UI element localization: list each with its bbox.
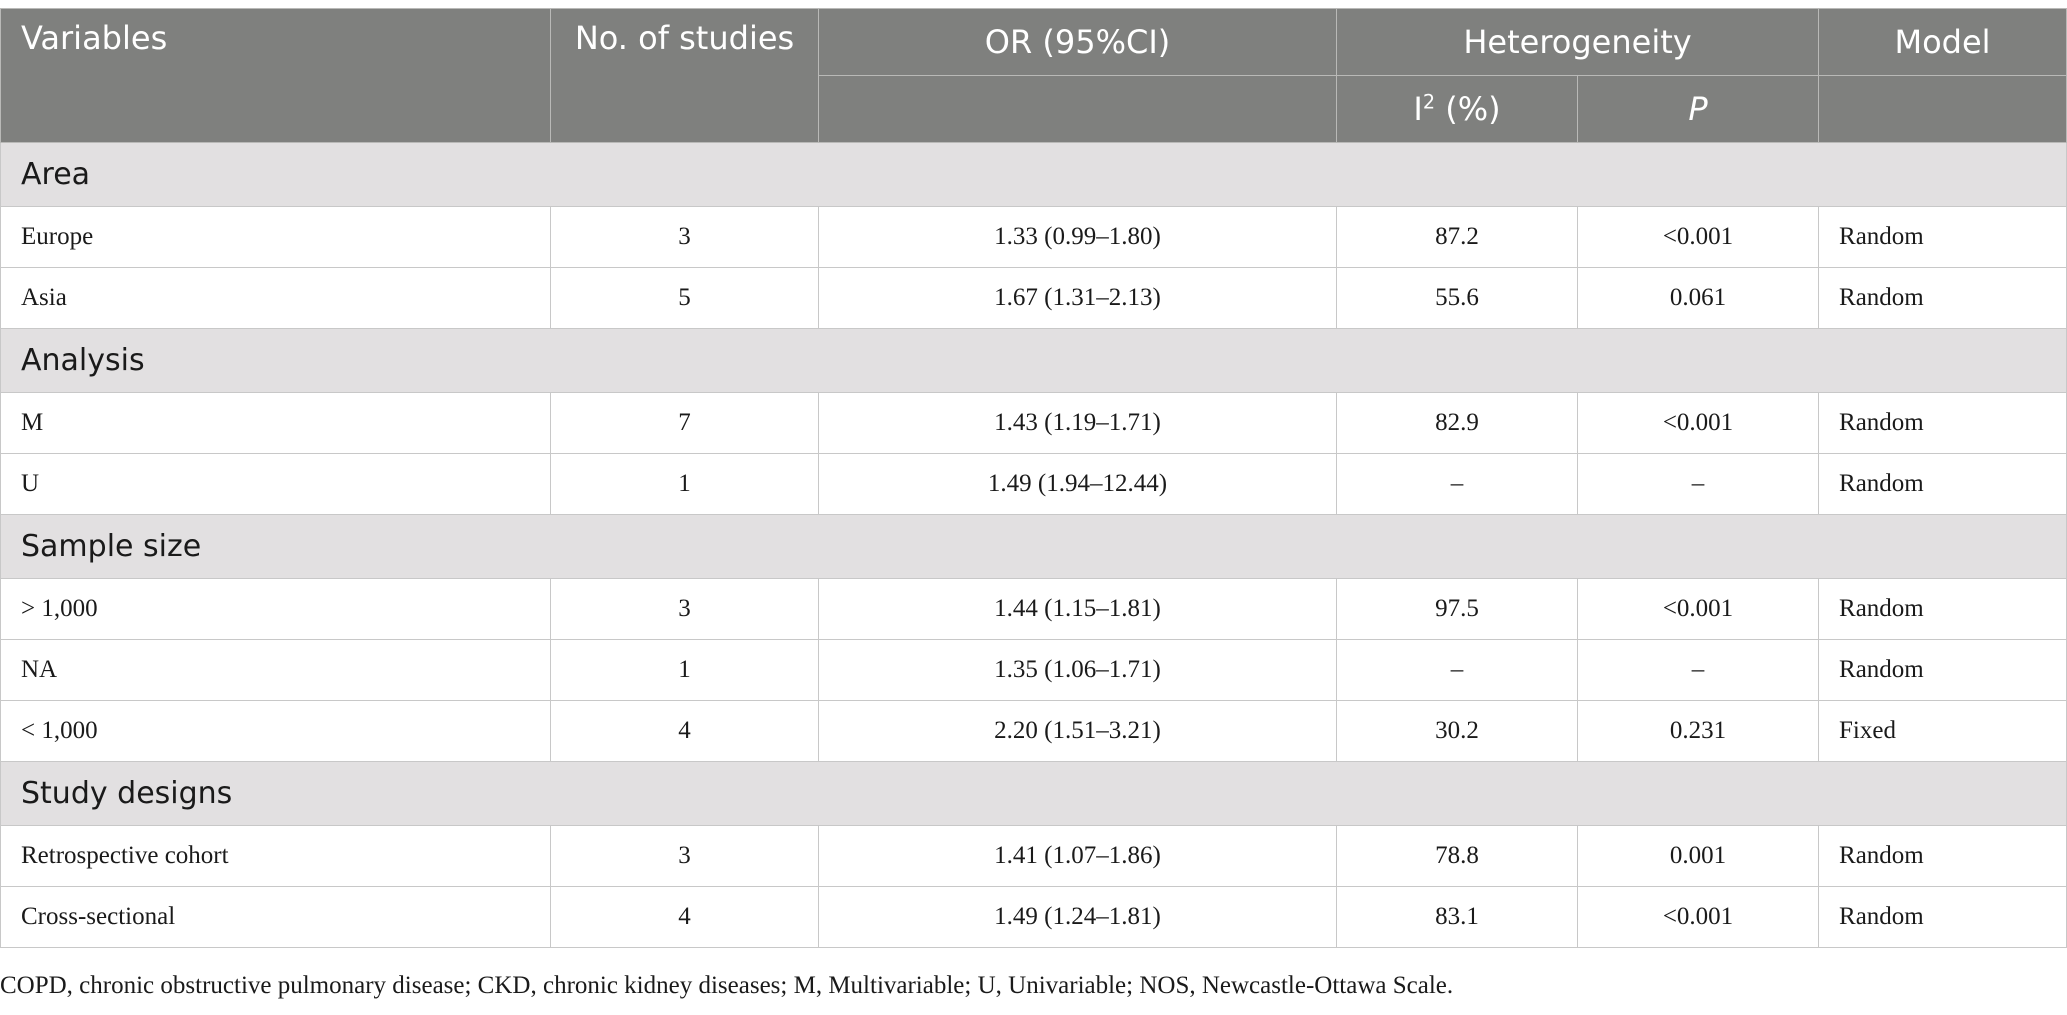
group-row: Study designs — [0, 761, 2067, 826]
cell-i2: 83.1 — [1336, 886, 1578, 948]
cell-variable: < 1,000 — [0, 700, 551, 762]
table-footnote: COPD, chronic obstructive pulmonary dise… — [0, 972, 1454, 999]
cell-model: Random — [1818, 453, 2067, 515]
cell-model: Random — [1818, 639, 2067, 701]
cell-variable: U — [0, 453, 551, 515]
group-row: Area — [0, 142, 2067, 207]
cell-or: 1.49 (1.24–1.81) — [818, 886, 1337, 948]
cell-p: <0.001 — [1576, 392, 1820, 454]
group-row: Sample size — [0, 514, 2067, 579]
meta-analysis-table: Variables No. of studies OR (95%CI) Hete… — [0, 8, 2067, 948]
header-i2-unit: (%) — [1435, 90, 1501, 128]
cell-i2: – — [1336, 639, 1578, 701]
header-p: P — [1576, 75, 1820, 143]
table-row: Retrospective cohort 3 1.41 (1.07–1.86) 78.… — [0, 825, 2067, 887]
cell-p: 0.001 — [1576, 825, 1820, 887]
cell-variable: Europe — [0, 206, 551, 268]
cell-i2: – — [1336, 453, 1578, 515]
cell-studies: 1 — [550, 639, 819, 701]
cell-or: 1.49 (1.94–12.44) — [818, 453, 1337, 515]
cell-i2: 82.9 — [1336, 392, 1578, 454]
cell-variable: > 1,000 — [0, 578, 551, 640]
cell-or: 1.33 (0.99–1.80) — [818, 206, 1337, 268]
cell-model: Fixed — [1818, 700, 2067, 762]
cell-model: Random — [1818, 886, 2067, 948]
header-model: Model — [1818, 8, 2067, 76]
header-studies: No. of studies — [550, 8, 819, 143]
cell-model: Random — [1818, 578, 2067, 640]
table-row: U 1 1.49 (1.94–12.44) – – Random — [0, 453, 2067, 515]
cell-p: 0.061 — [1576, 267, 1820, 329]
cell-or: 2.20 (1.51–3.21) — [818, 700, 1337, 762]
cell-model: Random — [1818, 825, 2067, 887]
cell-model: Random — [1818, 267, 2067, 329]
cell-model: Random — [1818, 392, 2067, 454]
table-row: M 7 1.43 (1.19–1.71) 82.9 <0.001 Random — [0, 392, 2067, 454]
table-row: Asia 5 1.67 (1.31–2.13) 55.6 0.061 Random — [0, 267, 2067, 329]
table-body: Area Europe 3 1.33 (0.99–1.80) 87.2 <0.001 Ran… — [0, 142, 2067, 948]
table-row: NA 1 1.35 (1.06–1.71) – – Random — [0, 639, 2067, 701]
group-label: Study designs — [0, 761, 2067, 826]
cell-variable: Asia — [0, 267, 551, 329]
group-label: Analysis — [0, 328, 2067, 393]
table-row: < 1,000 4 2.20 (1.51–3.21) 30.2 0.231 Fixed — [0, 700, 2067, 762]
cell-or: 1.35 (1.06–1.71) — [818, 639, 1337, 701]
cell-i2: 55.6 — [1336, 267, 1578, 329]
cell-p: 0.231 — [1576, 700, 1820, 762]
table-row: Cross-sectional 4 1.49 (1.24–1.81) 83.1 <0.0… — [0, 886, 2067, 948]
cell-or: 1.41 (1.07–1.86) — [818, 825, 1337, 887]
cell-studies: 3 — [550, 578, 819, 640]
cell-studies: 4 — [550, 700, 819, 762]
cell-i2: 30.2 — [1336, 700, 1578, 762]
cell-i2: 87.2 — [1336, 206, 1578, 268]
header-i2-sup: 2 — [1422, 90, 1436, 114]
header-heterogeneity: Heterogeneity — [1335, 8, 1820, 76]
cell-p: <0.001 — [1576, 206, 1820, 268]
table-row: Europe 3 1.33 (0.99–1.80) 87.2 <0.001 Random — [0, 206, 2067, 268]
cell-p: <0.001 — [1576, 578, 1820, 640]
table-row: > 1,000 3 1.44 (1.15–1.81) 97.5 <0.001 Random — [0, 578, 2067, 640]
cell-variable: M — [0, 392, 551, 454]
header-i2-base: I — [1413, 90, 1423, 128]
cell-variable: Retrospective cohort — [0, 825, 551, 887]
cell-studies: 4 — [550, 886, 819, 948]
cell-studies: 3 — [550, 825, 819, 887]
cell-p: <0.001 — [1576, 886, 1820, 948]
cell-or: 1.67 (1.31–2.13) — [818, 267, 1337, 329]
cell-i2: 78.8 — [1336, 825, 1578, 887]
header-model-sub — [1818, 75, 2067, 143]
cell-studies: 3 — [550, 206, 819, 268]
cell-studies: 7 — [550, 392, 819, 454]
cell-model: Random — [1818, 206, 2067, 268]
cell-variable: Cross-sectional — [0, 886, 551, 948]
header-or: OR (95%CI) — [818, 8, 1337, 76]
group-label: Area — [0, 142, 2067, 207]
cell-studies: 1 — [550, 453, 819, 515]
cell-p: – — [1576, 639, 1820, 701]
group-label: Sample size — [0, 514, 2067, 579]
header-i2: I2 (%) — [1336, 75, 1578, 143]
table-header: Variables No. of studies OR (95%CI) Hete… — [0, 8, 2067, 143]
header-variables: Variables — [0, 8, 551, 143]
cell-or: 1.44 (1.15–1.81) — [818, 578, 1337, 640]
cell-i2: 97.5 — [1336, 578, 1578, 640]
cell-p: – — [1576, 453, 1820, 515]
cell-or: 1.43 (1.19–1.71) — [818, 392, 1337, 454]
cell-studies: 5 — [550, 267, 819, 329]
group-row: Analysis — [0, 328, 2067, 393]
header-or-sub — [818, 75, 1337, 143]
cell-variable: NA — [0, 639, 551, 701]
